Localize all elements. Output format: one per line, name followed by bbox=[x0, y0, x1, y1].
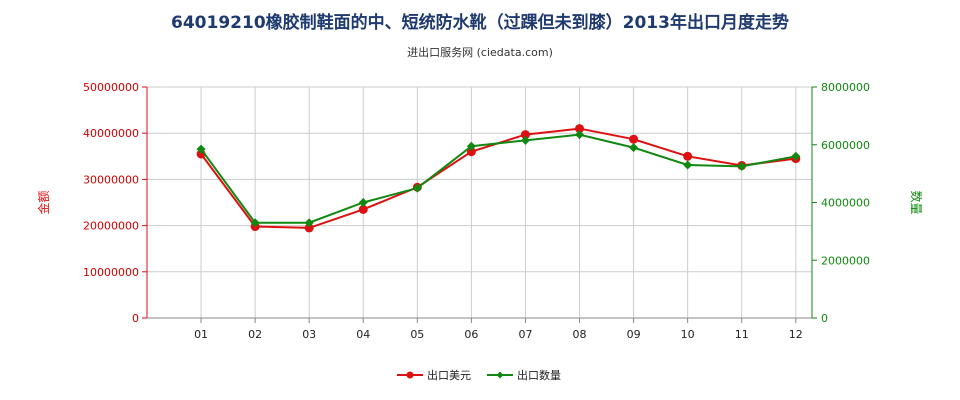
x-tick-label: 03 bbox=[302, 328, 316, 341]
left-tick-label: 40000000 bbox=[83, 127, 139, 140]
quantity-point bbox=[683, 160, 693, 170]
legend: 出口美元 出口数量 bbox=[397, 368, 561, 382]
x-tick-label: 10 bbox=[681, 328, 695, 341]
quantity-point bbox=[466, 141, 476, 151]
quantity-point bbox=[791, 151, 801, 161]
left-axis-title: 金额 bbox=[36, 190, 51, 214]
amount-point bbox=[575, 124, 585, 134]
left-tick-label: 50000000 bbox=[83, 81, 139, 94]
x-tick-label: 01 bbox=[194, 328, 208, 341]
axes: 金额 数量 bbox=[36, 86, 924, 323]
left-tick-label: 30000000 bbox=[83, 173, 139, 186]
quantity-point bbox=[304, 218, 314, 228]
tick-labels: 5000000040000000300000002000000010000000… bbox=[83, 81, 870, 341]
quantity-point bbox=[629, 143, 639, 153]
legend-marker-amount bbox=[406, 371, 414, 379]
amount-point bbox=[358, 204, 368, 214]
left-tick-label: 10000000 bbox=[83, 266, 139, 279]
x-tick-label: 05 bbox=[410, 328, 424, 341]
x-tick-label: 09 bbox=[627, 328, 641, 341]
x-tick-label: 12 bbox=[789, 328, 803, 341]
amount-point bbox=[629, 134, 639, 144]
left-tick-label: 20000000 bbox=[83, 220, 139, 233]
chart-subtitle: 进出口服务网 (ciedata.com) bbox=[407, 46, 553, 59]
grid-lines bbox=[147, 86, 812, 319]
right-tick-label: 6000000 bbox=[821, 139, 870, 152]
series-lines bbox=[196, 124, 801, 233]
chart-title: 64019210橡胶制鞋面的中、短统防水靴（过踝但未到膝）2013年出口月度走势 bbox=[171, 13, 789, 33]
x-tick-label: 07 bbox=[518, 328, 532, 341]
quantity-point bbox=[358, 198, 368, 207]
right-tick-label: 2000000 bbox=[821, 254, 870, 267]
quantity-point bbox=[196, 144, 206, 154]
x-tick-label: 02 bbox=[248, 328, 262, 341]
quantity-point bbox=[575, 130, 585, 140]
left-tick-label: 0 bbox=[132, 312, 139, 325]
right-tick-label: 0 bbox=[821, 312, 828, 325]
legend-label-1: 出口美元 bbox=[427, 368, 471, 382]
right-tick-label: 4000000 bbox=[821, 197, 870, 210]
amount-point bbox=[520, 130, 530, 140]
amount-point bbox=[466, 147, 476, 157]
quantity-point bbox=[250, 218, 260, 228]
x-tick-label: 06 bbox=[464, 328, 478, 341]
quantity-point bbox=[520, 135, 530, 145]
series-line-2 bbox=[200, 133, 796, 224]
right-tick-label: 8000000 bbox=[821, 81, 870, 94]
amount-point bbox=[304, 223, 314, 233]
x-tick-label: 08 bbox=[573, 328, 587, 341]
x-tick-label: 11 bbox=[735, 328, 749, 341]
legend-marker-quantity bbox=[496, 371, 504, 379]
x-tick-label: 04 bbox=[356, 328, 370, 341]
amount-point bbox=[683, 151, 693, 161]
quantity-point bbox=[412, 183, 422, 193]
right-axis-title: 数量 bbox=[909, 190, 924, 214]
quantity-point bbox=[737, 161, 747, 171]
legend-label-2: 出口数量 bbox=[517, 368, 561, 382]
